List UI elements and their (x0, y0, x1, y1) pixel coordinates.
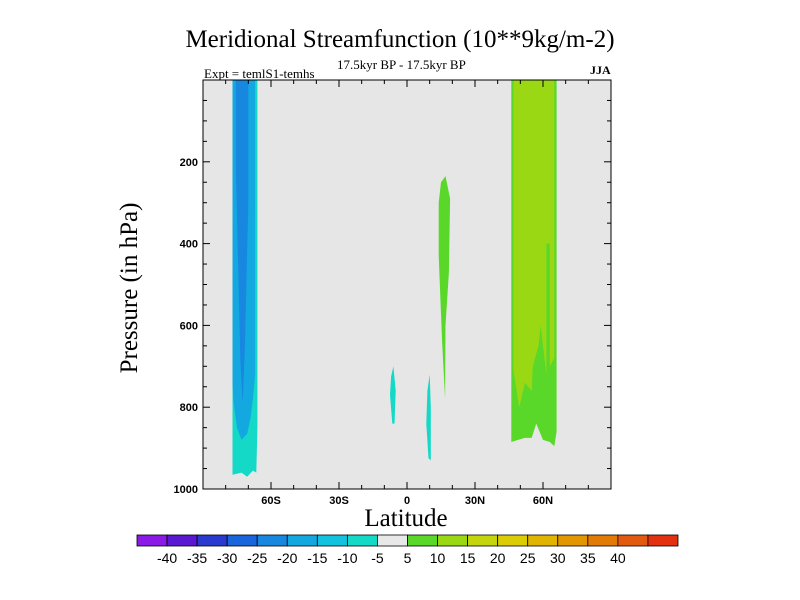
colorbar-label: 35 (580, 550, 596, 566)
colorbar-box (346, 534, 378, 547)
contour-region-sh-core (235, 80, 249, 404)
colorbar-label: -40 (157, 550, 177, 566)
colorbar-label: 10 (430, 550, 446, 566)
chart-title: Meridional Streamfunction (10**9kg/m-2) (185, 26, 615, 53)
colorbar-box (647, 534, 679, 547)
colorbar-box (286, 534, 318, 547)
contour-region-eq-blob-c (438, 176, 451, 399)
colorbar-label: -25 (247, 550, 267, 566)
colorbar-box (316, 534, 348, 547)
colorbar-label: -10 (337, 550, 357, 566)
colorbar-label: -30 (217, 550, 237, 566)
experiment-label: Expt = temlS1-temhs (204, 66, 315, 81)
x-axis-label: Latitude (364, 505, 448, 532)
colorbar-box (136, 534, 168, 547)
x-tick-label: 30S (329, 495, 349, 507)
contour-region-eq-blob-b (426, 374, 431, 461)
colorbar-box (166, 534, 198, 547)
colorbar-label: 5 (404, 550, 412, 566)
y-tick-label: 400 (180, 239, 198, 251)
colorbar-box (587, 534, 619, 547)
y-tick-label: 200 (180, 157, 198, 169)
colorbar-label: -15 (307, 550, 327, 566)
colorbar-box (256, 534, 288, 547)
colorbar-box (226, 534, 258, 547)
colorbar-box (377, 534, 408, 547)
y-tick-label: 800 (180, 402, 198, 414)
colorbar-box (527, 534, 559, 547)
x-tick-label: 60S (261, 495, 281, 507)
colorbar-box (617, 534, 649, 547)
colorbar-label: -35 (187, 550, 207, 566)
colorbar-label: -5 (371, 550, 384, 566)
colorbar-label: 30 (550, 550, 566, 566)
x-tick-label: 30N (465, 495, 485, 507)
colorbar-box (407, 534, 438, 547)
chart-subtitle: 17.5kyr BP - 17.5kyr BP (337, 57, 466, 72)
x-tick-label: 0 (404, 495, 410, 507)
colorbar-label: 25 (520, 550, 536, 566)
colorbar-label: 20 (490, 550, 506, 566)
y-tick-label: 1000 (174, 484, 198, 496)
season-label: JJA (590, 63, 611, 77)
colorbar-box (437, 534, 469, 547)
colorbar-box (557, 534, 589, 547)
contour-region-eq-blob-a (390, 366, 396, 424)
y-tick-label: 600 (180, 320, 198, 332)
colorbar-label: 40 (610, 550, 626, 566)
x-tick-label: 60N (533, 495, 553, 507)
contour-region-nh-band-inner (513, 80, 555, 408)
colorbar-box (497, 534, 529, 547)
colorbar-box (196, 534, 228, 547)
colorbar-label: -20 (277, 550, 297, 566)
colorbar-label: 15 (460, 550, 476, 566)
colorbar-box (467, 534, 499, 547)
